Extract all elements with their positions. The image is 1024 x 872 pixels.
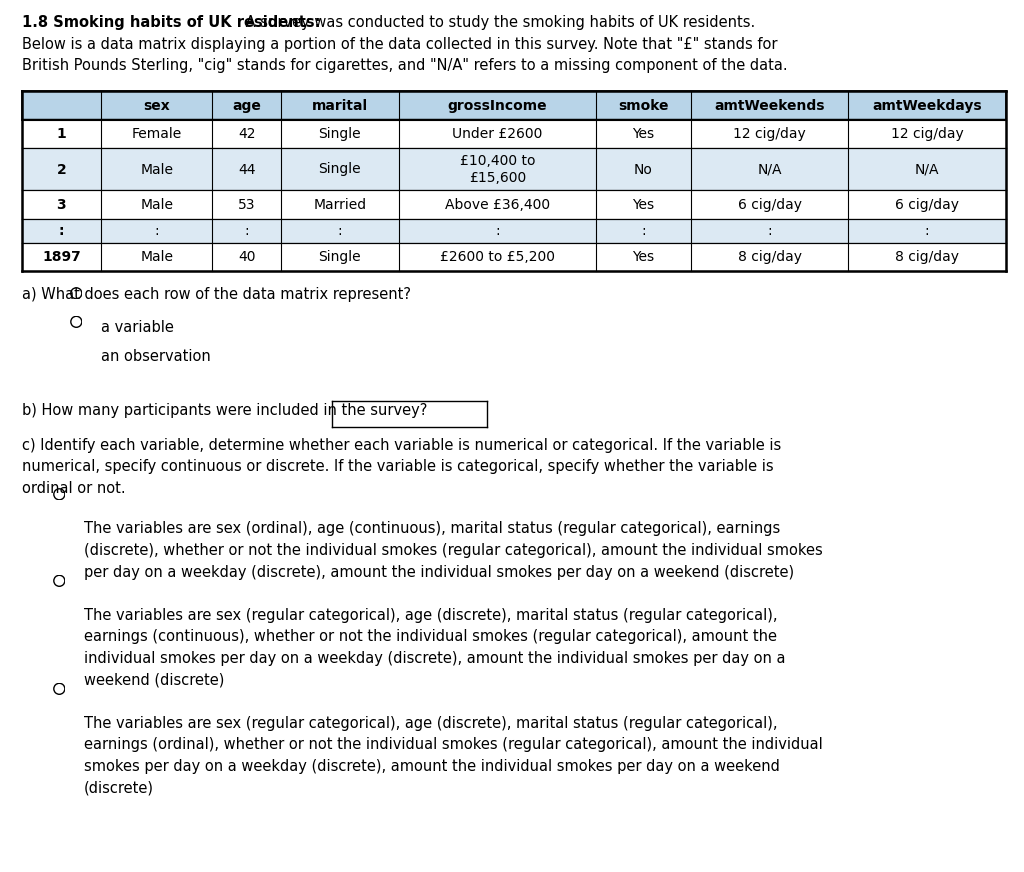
Text: b) How many participants were included in the survey?: b) How many participants were included i… [22, 403, 427, 418]
Text: 6 cig/day: 6 cig/day [737, 198, 802, 212]
Text: 1897: 1897 [42, 250, 81, 264]
Text: A survey was conducted to study the smoking habits of UK residents.: A survey was conducted to study the smok… [241, 15, 755, 30]
Text: Single: Single [318, 127, 361, 141]
Text: :: : [767, 224, 772, 238]
Text: marital: marital [312, 99, 368, 112]
Text: Above £36,400: Above £36,400 [445, 198, 550, 212]
Text: sex: sex [143, 99, 170, 112]
Text: Single: Single [318, 162, 361, 176]
Text: N/A: N/A [758, 162, 781, 176]
Text: numerical, specify continuous or discrete. If the variable is categorical, speci: numerical, specify continuous or discret… [22, 460, 773, 474]
Text: (discrete), whether or not the individual smokes (regular categorical), amount t: (discrete), whether or not the individua… [84, 543, 822, 558]
Text: amtWeekdays: amtWeekdays [872, 99, 982, 112]
Text: Male: Male [140, 250, 173, 264]
Text: earnings (continuous), whether or not the individual smokes (regular categorical: earnings (continuous), whether or not th… [84, 630, 776, 644]
Text: earnings (ordinal), whether or not the individual smokes (regular categorical), : earnings (ordinal), whether or not the i… [84, 738, 822, 753]
Text: Married: Married [313, 198, 367, 212]
Text: No: No [634, 162, 653, 176]
Text: The variables are sex (regular categorical), age (discrete), marital status (reg: The variables are sex (regular categoric… [84, 608, 777, 623]
Text: 3: 3 [56, 198, 67, 212]
Text: Male: Male [140, 198, 173, 212]
Text: Under £2600: Under £2600 [453, 127, 543, 141]
Text: 1: 1 [56, 127, 67, 141]
Text: a variable: a variable [100, 321, 173, 336]
Text: ordinal or not.: ordinal or not. [22, 481, 126, 496]
Text: Male: Male [140, 162, 173, 176]
Text: :: : [925, 224, 930, 238]
Text: Single: Single [318, 250, 361, 264]
Text: :: : [58, 224, 65, 238]
Text: a) What does each row of the data matrix represent?: a) What does each row of the data matrix… [22, 288, 411, 303]
Text: :: : [496, 224, 500, 238]
Text: British Pounds Sterling, "cig" stands for cigarettes, and "N/A" refers to a miss: British Pounds Sterling, "cig" stands fo… [22, 58, 787, 73]
Text: per day on a weekday (discrete), amount the individual smokes per day on a weeke: per day on a weekday (discrete), amount … [84, 564, 794, 580]
Text: Yes: Yes [633, 250, 654, 264]
Text: Below is a data matrix displaying a portion of the data collected in this survey: Below is a data matrix displaying a port… [22, 37, 777, 51]
Text: an observation: an observation [100, 349, 210, 364]
Text: :: : [155, 224, 159, 238]
Text: Yes: Yes [633, 198, 654, 212]
Text: 40: 40 [238, 250, 255, 264]
Text: 42: 42 [238, 127, 255, 141]
Text: c) Identify each variable, determine whether each variable is numerical or categ: c) Identify each variable, determine whe… [22, 438, 781, 453]
Text: smoke: smoke [618, 99, 669, 112]
Text: The variables are sex (ordinal), age (continuous), marital status (regular categ: The variables are sex (ordinal), age (co… [84, 521, 780, 536]
Text: grossIncome: grossIncome [447, 99, 548, 112]
Text: :: : [245, 224, 249, 238]
Text: £2600 to £5,200: £2600 to £5,200 [440, 250, 555, 264]
Text: Yes: Yes [633, 127, 654, 141]
Text: 53: 53 [238, 198, 255, 212]
Text: individual smokes per day on a weekday (discrete), amount the individual smokes : individual smokes per day on a weekday (… [84, 651, 785, 666]
Text: Female: Female [131, 127, 182, 141]
Text: 8 cig/day: 8 cig/day [895, 250, 959, 264]
Text: 1.8 Smoking habits of UK residents:: 1.8 Smoking habits of UK residents: [22, 15, 321, 30]
Text: 2: 2 [56, 162, 67, 176]
Text: £10,400 to
£15,600: £10,400 to £15,600 [460, 154, 536, 185]
Text: 6 cig/day: 6 cig/day [895, 198, 959, 212]
Text: N/A: N/A [914, 162, 939, 176]
Text: amtWeekends: amtWeekends [715, 99, 824, 112]
Text: age: age [232, 99, 261, 112]
Text: weekend (discrete): weekend (discrete) [84, 672, 224, 687]
Text: 12 cig/day: 12 cig/day [733, 127, 806, 141]
Text: (discrete): (discrete) [84, 780, 154, 795]
Text: 12 cig/day: 12 cig/day [891, 127, 964, 141]
Text: smokes per day on a weekday (discrete), amount the individual smokes per day on : smokes per day on a weekday (discrete), … [84, 759, 779, 774]
Text: The variables are sex (regular categorical), age (discrete), marital status (reg: The variables are sex (regular categoric… [84, 716, 777, 731]
Text: :: : [338, 224, 342, 238]
Text: :: : [641, 224, 646, 238]
Text: 44: 44 [238, 162, 255, 176]
Text: 8 cig/day: 8 cig/day [737, 250, 802, 264]
